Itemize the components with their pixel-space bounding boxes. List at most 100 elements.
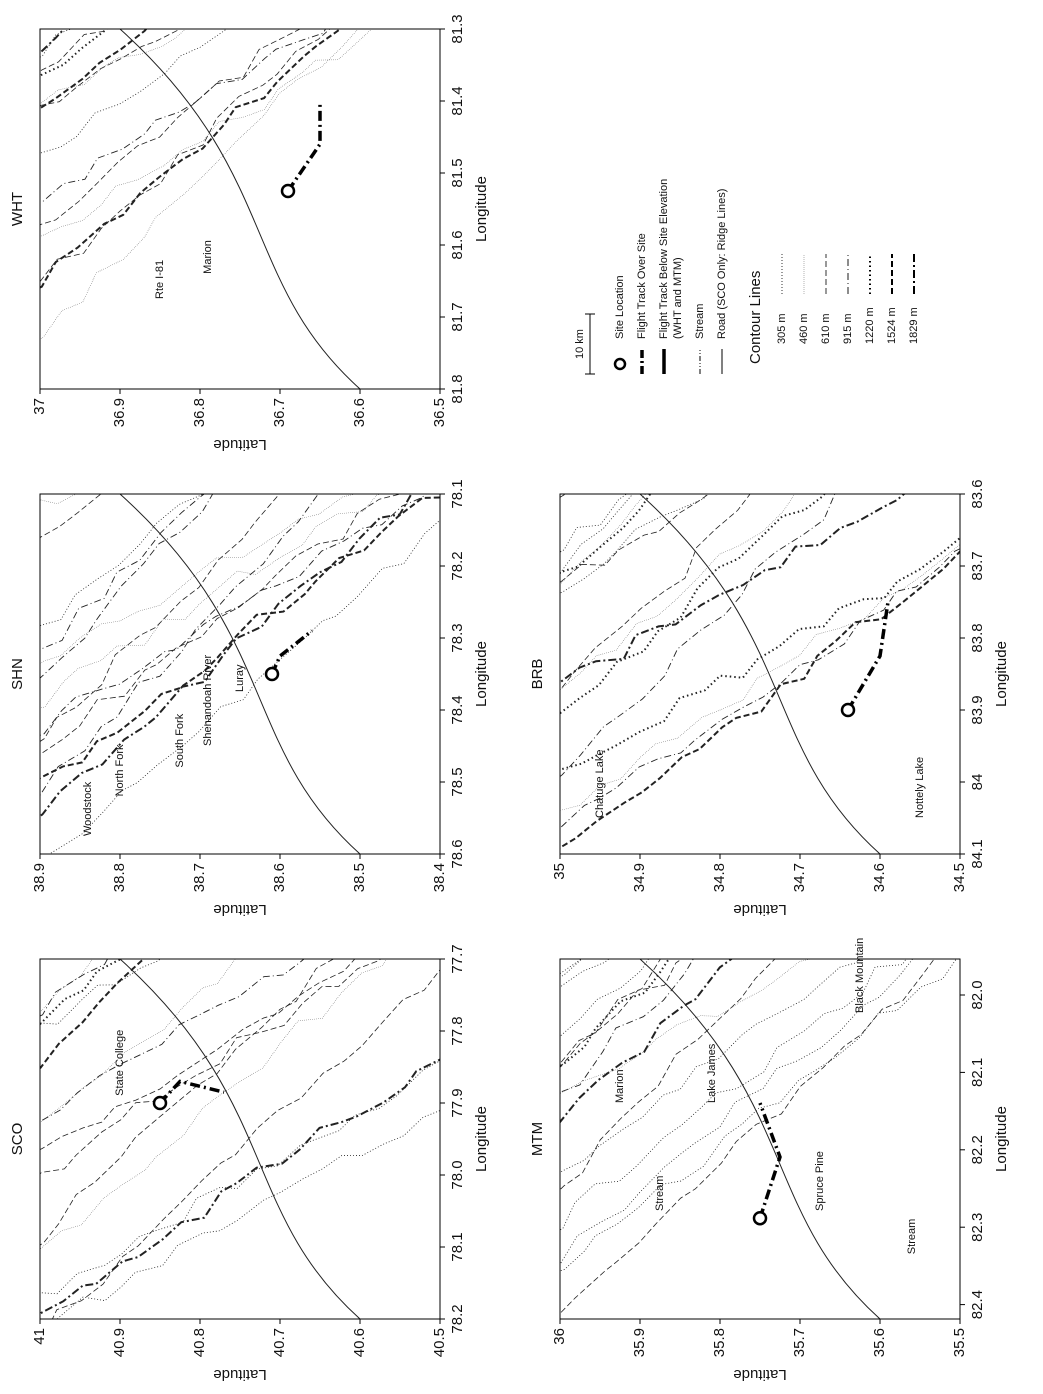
contour-line <box>40 959 440 1031</box>
lat-tick-label: 40.8 <box>191 1328 208 1357</box>
contour-line <box>40 29 440 68</box>
place-label: Stream <box>654 1176 666 1211</box>
road <box>639 959 881 1319</box>
place-label: Rte I-81 <box>154 260 166 299</box>
flight-track <box>758 1102 782 1219</box>
panel-title: WHT <box>9 192 26 226</box>
contour-line <box>40 494 440 713</box>
lat-tick-label: 34.5 <box>951 863 968 892</box>
contour-line <box>40 959 440 1163</box>
contour-line <box>40 494 440 701</box>
lon-tick-label: 81.3 <box>449 14 466 43</box>
contour-line <box>40 959 440 1258</box>
contour-line <box>40 959 440 1079</box>
contour-line <box>40 494 440 745</box>
contour-line <box>560 494 960 601</box>
lon-tick-label: 78.2 <box>449 551 466 580</box>
contour-line <box>560 959 960 1185</box>
lon-axis-label: Longitude <box>993 641 1010 707</box>
contour-line <box>560 511 960 792</box>
lon-tick-label: 83.7 <box>969 551 986 580</box>
contour-line <box>40 29 440 124</box>
lon-tick-label: 81.6 <box>449 230 466 259</box>
contour-line <box>560 959 960 1147</box>
legend-label: Road (SCO Only: Ridge Lines) <box>716 189 728 339</box>
contour-line <box>40 959 440 1135</box>
contour-line <box>40 29 440 73</box>
lon-tick-label: 81.5 <box>449 158 466 187</box>
lat-tick-label: 38.7 <box>191 863 208 892</box>
contour-title: Contour Lines <box>747 271 764 364</box>
contour-line <box>40 959 440 1033</box>
lon-axis-label: Longitude <box>473 1106 490 1172</box>
contour-line <box>560 513 960 832</box>
legend-label: Site Location <box>614 275 626 339</box>
lat-tick-label: 37 <box>31 398 48 415</box>
contour-line <box>560 520 960 835</box>
place-label: Luray <box>234 664 246 692</box>
lat-tick-label: 35.9 <box>631 1328 648 1357</box>
lon-tick-label: 78.3 <box>449 623 466 652</box>
contour-line <box>560 494 960 716</box>
place-label: Spruce Pine <box>814 1151 826 1211</box>
lat-tick-label: 40.6 <box>351 1328 368 1357</box>
plot-frame <box>39 493 441 855</box>
contour-line <box>40 494 440 497</box>
lon-tick-label: 78.1 <box>449 1232 466 1261</box>
lat-axis-label: Latitude <box>213 1366 266 1383</box>
lon-tick-label: 77.8 <box>449 1016 466 1045</box>
lat-tick-label: 36 <box>551 1328 568 1345</box>
contour-label: 1524 m <box>886 307 898 344</box>
lon-tick-label: 82.4 <box>969 1290 986 1319</box>
legend: 10 km Site Location Flight Track Over Site… <box>574 179 920 375</box>
legend-symbol <box>613 357 627 371</box>
contour-line <box>40 29 440 130</box>
contour-line <box>40 29 440 90</box>
contour-label: 305 m <box>776 313 788 344</box>
lat-tick-label: 40.9 <box>111 1328 128 1357</box>
contour-line <box>40 959 440 1319</box>
lat-tick-label: 40.7 <box>271 1328 288 1357</box>
flight-track <box>286 101 322 192</box>
scale-label: 10 km <box>574 329 586 359</box>
lon-tick-label: 83.9 <box>969 695 986 724</box>
lon-tick-label: 84.1 <box>969 839 986 868</box>
lon-tick-label: 82.0 <box>969 980 986 1009</box>
contour-line <box>40 494 440 854</box>
contours <box>40 959 440 1319</box>
legend-label: Stream <box>694 304 706 339</box>
lon-tick-label: 81.8 <box>449 374 466 403</box>
contour-label: 1220 m <box>864 307 876 344</box>
road <box>119 494 361 854</box>
contours <box>40 494 440 854</box>
contour-line <box>560 494 960 709</box>
lat-tick-label: 34.7 <box>791 863 808 892</box>
contour-line <box>40 29 440 209</box>
lon-tick-label: 78.4 <box>449 695 466 724</box>
map-panel: SHN 38.9 38.8 38.7 38.6 38.5 38.4 Latitude 78.6 7… <box>9 479 490 918</box>
legend-label: (WHT and MTM) <box>672 257 684 339</box>
lat-axis-label: Latitude <box>733 1366 786 1383</box>
lon-tick-label: 78.1 <box>449 479 466 508</box>
contours <box>560 494 960 854</box>
lat-tick-label: 36.7 <box>271 398 288 427</box>
contour-line <box>40 494 440 764</box>
lat-axis-label: Latitude <box>213 436 266 453</box>
place-label: South Fork <box>174 713 186 767</box>
contour-line <box>560 959 960 1000</box>
flight-track <box>158 1079 225 1105</box>
road <box>119 959 361 1319</box>
lon-tick-label: 81.4 <box>449 86 466 115</box>
lat-tick-label: 34.8 <box>711 863 728 892</box>
contour-line <box>40 29 440 247</box>
lon-axis-label: Longitude <box>473 176 490 242</box>
contour-line <box>560 959 960 1319</box>
place-label: Marion <box>614 1069 626 1103</box>
contour-line <box>40 1083 440 1319</box>
place-label: Lake James <box>706 1043 718 1103</box>
legend-label: Flight Track Below Site Elevation <box>658 179 670 339</box>
lon-tick-label: 77.9 <box>449 1088 466 1117</box>
place-label: Chatuge Lake <box>594 750 606 819</box>
lat-tick-label: 41 <box>31 1328 48 1345</box>
map-panel: BRB 35 34.9 34.8 34.7 34.6 34.5 Latitude 84.1 84 8… <box>529 479 1010 918</box>
